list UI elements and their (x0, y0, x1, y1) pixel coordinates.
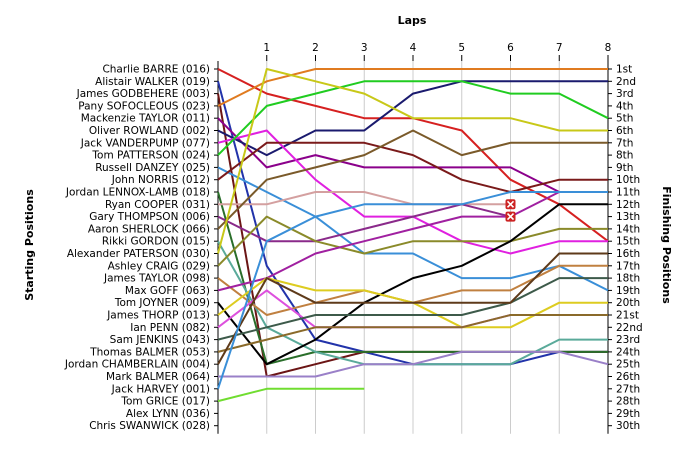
series-line (218, 350, 609, 378)
finishing-position-label: 25th (616, 359, 640, 371)
starting-position-label: John NORRIS (012) (111, 174, 210, 186)
finishing-position-label: 28th (616, 396, 640, 408)
chart-title: Laps (398, 14, 427, 27)
finishing-position-label: 11th (616, 187, 640, 199)
starting-position-label: Oliver ROWLAND (002) (89, 125, 210, 137)
finishing-position-label: 2nd (616, 76, 636, 88)
x-tick-label: 7 (556, 42, 563, 54)
finishing-position-label: 6th (616, 125, 633, 137)
starting-position-label: Ashley CRAIG (029) (108, 260, 210, 272)
x-tick-label: 2 (312, 42, 319, 54)
series-lines (217, 68, 609, 403)
series-line (217, 203, 608, 366)
starting-position-label: Jordan CHAMBERLAIN (004) (64, 359, 210, 371)
x-tick-label: 8 (605, 42, 612, 54)
finishing-position-label: 4th (616, 100, 633, 112)
series-line (217, 80, 609, 156)
retirement-marker (505, 199, 516, 210)
finishing-position-label: 1st (616, 64, 632, 76)
finishing-position-label: 3rd (616, 88, 633, 100)
starting-position-label: Gary THOMPSON (006) (89, 211, 210, 223)
finishing-position-label: 20th (616, 297, 640, 309)
starting-position-label: Alistair WALKER (019) (95, 76, 210, 88)
starting-position-label: Sam JENKINS (043) (110, 334, 210, 346)
x-tick-label: 5 (458, 42, 465, 54)
series-line (217, 252, 608, 365)
starting-position-label: James TAYLOR (098) (103, 273, 210, 285)
axis-labels: 1 2 3 4 5 6 7 8 Charlie BARRE (016)Alistair WALK… (64, 42, 643, 432)
starting-position-label: Ian PENN (082) (130, 322, 210, 334)
finishing-position-label: 18th (616, 273, 640, 285)
starting-position-label: Chris SWANWICK (028) (89, 420, 210, 432)
finishing-position-label: 16th (616, 248, 640, 260)
series-line (217, 215, 608, 267)
starting-position-label: Jack HARVEY (001) (111, 383, 210, 395)
x-tick-label: 4 (410, 42, 417, 54)
starting-position-label: Max GOFF (063) (125, 285, 210, 297)
finishing-position-label: 15th (616, 236, 640, 248)
series-line (217, 68, 608, 107)
finishing-position-label: 8th (616, 150, 633, 162)
series-line (217, 387, 365, 403)
finishing-position-label: 7th (616, 137, 633, 149)
finishing-position-label: 27th (616, 383, 640, 395)
finishing-position-label: 10th (616, 174, 640, 186)
retirement-marks (505, 199, 516, 222)
starting-position-label: Alex LYNN (036) (126, 408, 210, 420)
finishing-position-label: 19th (616, 285, 640, 297)
starting-position-label: Russell DANZEY (025) (95, 162, 210, 174)
y-axis-label-right: Finishing Positions (660, 186, 673, 304)
starting-position-label: James THORP (013) (106, 310, 210, 322)
finishing-position-label: 23rd (616, 334, 640, 346)
starting-position-label: Aaron SHERLOCK (066) (88, 223, 210, 235)
starting-position-label: Jack VANDERPUMP (077) (80, 137, 210, 149)
finishing-position-label: 5th (616, 113, 633, 125)
starting-position-label: Rikki GORDON (015) (102, 236, 210, 248)
starting-position-label: Alexander PATERSON (030) (67, 248, 210, 260)
starting-position-label: Ryan COOPER (031) (105, 199, 210, 211)
starting-position-label: Tom PATTERSON (024) (91, 150, 210, 162)
y-axis-label-left: Starting Positions (23, 189, 36, 301)
starting-position-label: Charlie BARRE (016) (102, 64, 210, 76)
series-line (217, 191, 608, 292)
series-line (217, 277, 608, 341)
series-line (217, 129, 608, 230)
retirement-marker-cross (506, 200, 515, 208)
starting-position-label: Tom JOYNER (009) (114, 297, 210, 309)
starting-position-label: Mark BALMER (064) (106, 371, 210, 383)
x-tick-label: 6 (507, 42, 514, 54)
retirement-marker (505, 211, 516, 222)
finishing-position-label: 26th (616, 371, 640, 383)
finishing-position-label: 21st (616, 310, 639, 322)
finishing-position-label: 9th (616, 162, 633, 174)
grid (214, 55, 612, 434)
starting-position-label: Jordan LENNOX-LAMB (018) (65, 187, 210, 199)
finishing-position-label: 17th (616, 260, 640, 272)
finishing-position-label: 29th (616, 408, 640, 420)
series-line (217, 68, 608, 254)
finishing-position-label: 24th (616, 346, 640, 358)
series-line (217, 191, 608, 390)
finishing-position-label: 30th (616, 420, 640, 432)
retirement-marker-cross (506, 213, 515, 221)
starting-position-label: Pany SOFOCLEOUS (023) (78, 100, 210, 112)
starting-position-label: James GODBEHERE (003) (76, 88, 210, 100)
starting-position-label: Thomas BALMER (053) (89, 346, 210, 358)
finishing-position-label: 13th (616, 211, 640, 223)
finishing-position-label: 22nd (616, 322, 643, 334)
starting-position-label: Tom GRICE (017) (120, 396, 210, 408)
series-line (217, 141, 608, 193)
x-tick-label: 3 (361, 42, 368, 54)
series-line (217, 314, 608, 353)
finishing-position-label: 12th (616, 199, 640, 211)
finishing-position-label: 14th (616, 223, 640, 235)
x-tick-label: 1 (263, 42, 270, 54)
starting-position-label: Mackenzie TAYLOR (011) (81, 113, 210, 125)
